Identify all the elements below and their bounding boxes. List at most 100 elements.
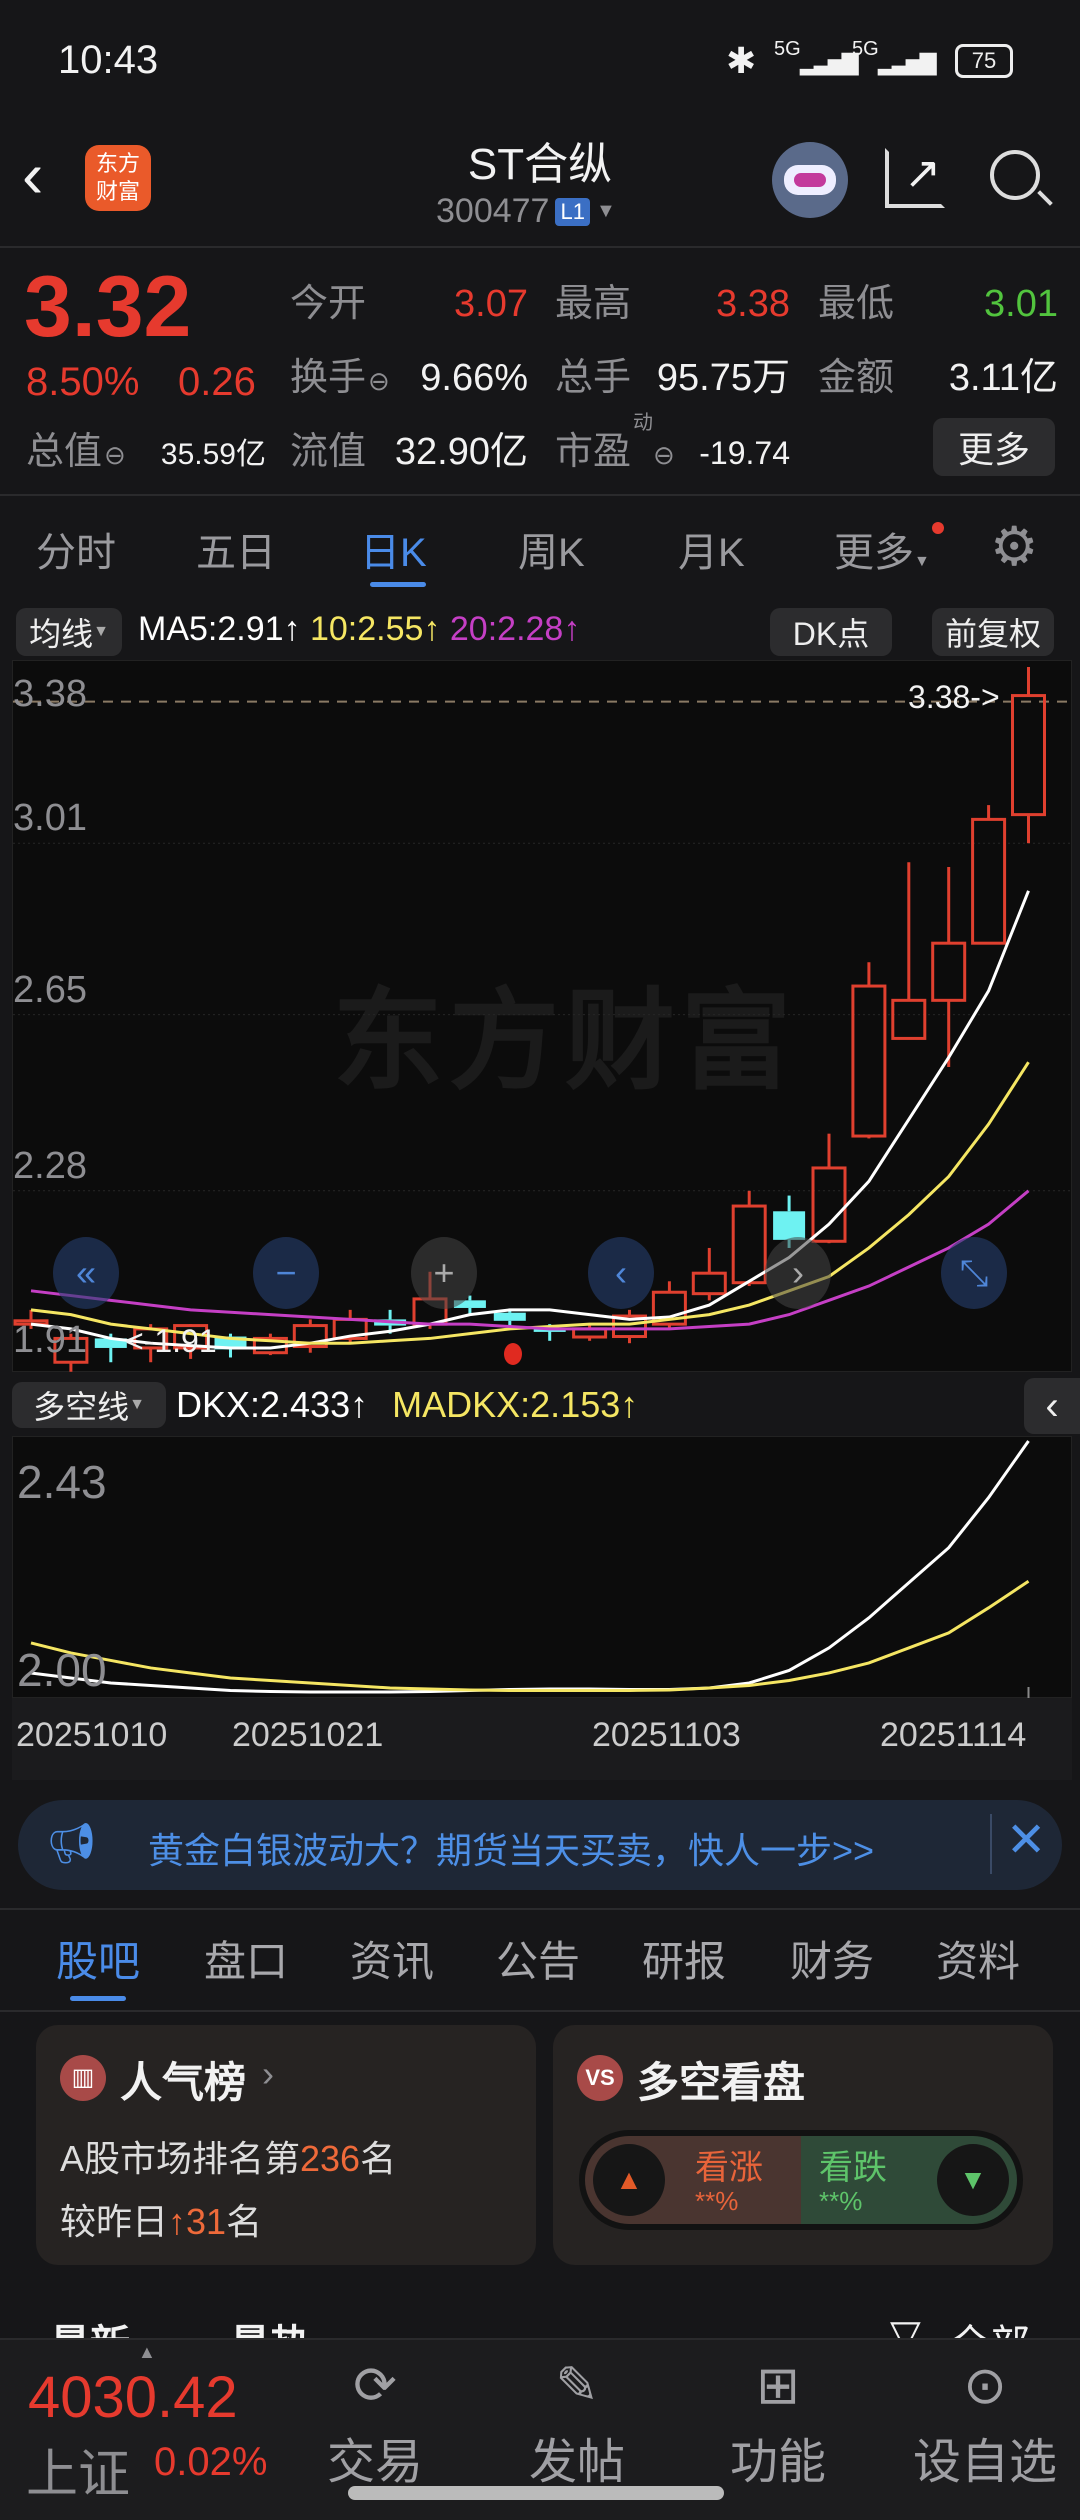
scroll-left-button[interactable]: ‹ <box>588 1237 654 1309</box>
tab-content[interactable]: 财务 <box>790 1928 874 1989</box>
series-line-madkx <box>30 1580 1030 1692</box>
tab-period[interactable]: 分时 <box>36 520 116 578</box>
info-icon[interactable]: ⊖ <box>653 440 675 470</box>
bull-bear-card[interactable]: VS 多空看盘 ▲ 看涨 **% 看跌 **% ▼ <box>553 2025 1053 2265</box>
tab-content[interactable]: 资讯 <box>350 1928 434 1989</box>
index-name: 上证 <box>26 2446 131 2504</box>
candle-body <box>851 984 887 1138</box>
network-5g-2: 5G <box>852 38 879 60</box>
info-icon[interactable]: ⊖ <box>104 440 126 470</box>
quote-value: 35.59亿 <box>160 438 266 471</box>
active-indicator <box>70 1996 126 2001</box>
quote-label: 总值 <box>26 420 102 475</box>
date-axis: 20251010 20251021 20251103 20251114 <box>12 1698 1072 1780</box>
quote-label-text: 今开 <box>290 283 367 325</box>
edit-icon: ✎ <box>555 2357 599 2415</box>
low-marker: <-1.91 <box>125 1323 217 1359</box>
indicator-selector[interactable]: 多空线 ▼ <box>12 1382 166 1428</box>
candle-body <box>612 1314 647 1339</box>
quote-field: 流值 32.90亿 <box>290 420 528 473</box>
stock-code: 300477 <box>436 192 550 230</box>
nav-functions[interactable]: ⊞ 功能 <box>708 2350 848 2492</box>
fullscreen-icon[interactable]: ⤡ <box>941 1237 1007 1309</box>
search-icon[interactable] <box>990 150 1053 206</box>
arrow-up-icon: ↑ <box>168 2201 187 2242</box>
filter-all[interactable]: 全部 <box>950 2312 1030 2340</box>
dk-point-button[interactable]: DK点 <box>770 608 892 656</box>
candle-body <box>1011 694 1046 817</box>
tab-label: 资料 <box>936 1938 1021 1985</box>
bull-bear-title: 多空看盘 <box>637 2059 806 2106</box>
bull-vote-button[interactable]: ▲ 看涨 **% <box>585 2136 801 2224</box>
tab-period[interactable]: 月K <box>678 520 745 578</box>
scroll-start-button[interactable]: « <box>53 1237 119 1309</box>
scroll-right-button[interactable]: › <box>765 1237 831 1309</box>
tab-period[interactable]: 五日 <box>196 520 276 578</box>
rank-prefix: A股市场排名第 <box>60 2138 301 2179</box>
adjust-button[interactable]: 前复权 <box>932 608 1054 656</box>
assistant-avatar[interactable] <box>772 142 848 218</box>
promo-banner[interactable]: 📢︎ 黄金白银波动大？期货当天买卖，快人一步>> ✕ <box>18 1800 1062 1890</box>
nav-add-watchlist[interactable]: ⊙ 设自选 <box>905 2350 1065 2492</box>
collapse-panel-button[interactable]: ‹ <box>1024 1378 1080 1434</box>
popularity-title: 人气榜 <box>120 2059 247 2106</box>
quote-label-text: 金额 <box>818 357 895 399</box>
candle <box>731 1190 767 1287</box>
ma-line-20 <box>30 1189 1030 1331</box>
quote-field: 今开 3.07 <box>290 272 528 325</box>
grid-icon: ⊞ <box>756 2357 800 2415</box>
change-amount: 0.26 <box>178 360 256 404</box>
back-button[interactable]: ‹ <box>22 139 44 211</box>
zoom-in-button[interactable]: + <box>411 1237 477 1309</box>
more-quote-button[interactable]: 更多 <box>933 418 1055 476</box>
candle <box>891 862 927 1040</box>
tab-period[interactable]: 更多▼ <box>834 520 930 578</box>
home-indicator[interactable] <box>348 2486 724 2500</box>
active-indicator <box>370 582 426 587</box>
tab-content[interactable]: 资料 <box>936 1928 1020 1989</box>
index-ticker[interactable]: ▲ 4030.42 上证 0.02% <box>20 2342 290 2504</box>
x-tick-label: 20251021 <box>232 1716 384 1754</box>
tab-period[interactable]: 周K <box>518 520 585 578</box>
candle <box>1011 667 1046 844</box>
dkx-chart[interactable]: 2.43 2.00 <box>12 1436 1072 1699</box>
ma-line-ma5 <box>30 890 1030 1350</box>
tab-label: 盘口 <box>204 1938 289 1985</box>
popularity-card[interactable]: ▥ 人气榜 › A股市场排名第236名 较昨日↑31名 <box>36 2025 536 2265</box>
quote-label-text: 流值 <box>290 431 367 473</box>
x-tick-label: 20251103 <box>592 1716 741 1754</box>
rank-value: 236 <box>300 2138 361 2179</box>
zoom-out-button[interactable]: − <box>253 1237 319 1309</box>
bear-vote-button[interactable]: 看跌 **% ▼ <box>801 2136 1017 2224</box>
share-icon[interactable]: ↗ <box>885 148 945 208</box>
tab-label: 公告 <box>496 1938 581 1985</box>
tab-period[interactable]: 日K <box>360 520 427 587</box>
tab-content[interactable]: 研报 <box>642 1928 726 1989</box>
dropdown-icon: ▼ <box>595 200 616 222</box>
tab-content[interactable]: 盘口 <box>204 1928 288 1989</box>
rank-line: A股市场排名第236名 <box>60 2130 396 2182</box>
info-icon[interactable]: ⊖ <box>368 366 390 396</box>
ma-selector[interactable]: 均线 ▼ <box>16 608 122 656</box>
close-icon[interactable]: ✕ <box>1006 1814 1047 1867</box>
banner-text: 黄金白银波动大？期货当天买卖，快人一步>> <box>148 1830 875 1871</box>
quote-label: 最低 <box>818 272 894 327</box>
event-marker[interactable] <box>504 1343 522 1365</box>
filter-latest[interactable]: 最新 <box>50 2312 130 2340</box>
kline-chart[interactable]: 东方财富 3.38 3.01 2.65 2.28 1.91 3.38-> <-1.91 … <box>12 660 1073 1372</box>
candle-body <box>691 1271 727 1296</box>
divider <box>0 494 1080 496</box>
change-percent: 8.50% <box>26 360 140 404</box>
filter-icon[interactable]: ▽ <box>890 2313 921 2340</box>
tab-label: 股吧 <box>56 1938 141 1985</box>
tab-content[interactable]: 股吧 <box>56 1928 141 2001</box>
ma-line-10 <box>30 1061 1030 1345</box>
battery-icon: 75 <box>955 44 1013 78</box>
x-tick-label: 20251010 <box>16 1716 168 1754</box>
nav-post[interactable]: ✎ 发帖 <box>507 2350 647 2492</box>
gear-icon[interactable]: ⚙ <box>990 517 1039 577</box>
nav-trade[interactable]: ⟳ 交易 <box>305 2350 445 2492</box>
candle-body <box>53 1336 89 1364</box>
tab-content[interactable]: 公告 <box>496 1928 580 1989</box>
filter-hot[interactable]: 最热 <box>230 2312 310 2340</box>
